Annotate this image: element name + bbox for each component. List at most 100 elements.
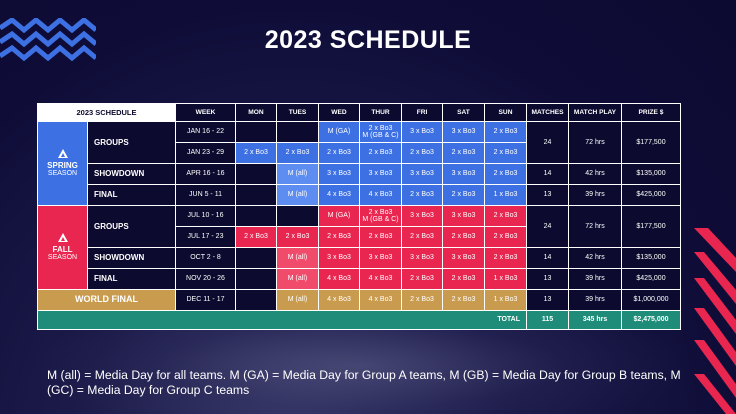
week-cell: NOV 20 - 26	[175, 268, 236, 290]
day-cell: 2 x Bo3	[401, 268, 443, 290]
table-row: FINAL JUN 5 - 11 M (all) 4 x Bo3 4 x Bo3…	[38, 184, 681, 206]
day-cell: 1 x Bo3	[484, 289, 527, 311]
matches-cell: 24	[526, 205, 569, 248]
match-play-cell: 42 hrs	[568, 163, 622, 185]
day-cell: M (all)	[276, 184, 319, 206]
header-fri: FRI	[401, 103, 443, 122]
prize-cell: $425,000	[621, 268, 681, 290]
header-row: 2023 SCHEDULE WEEK MON TUES WED THUR FRI…	[37, 103, 681, 122]
header-mon: MON	[235, 103, 277, 122]
day-cell: 2 x Bo3 M (GB & C)	[359, 121, 402, 143]
match-play-cell: 39 hrs	[568, 268, 622, 290]
day-cell: 2 x Bo3	[318, 226, 360, 248]
day-cell: 3 x Bo3	[401, 205, 443, 227]
matches-cell: 13	[526, 289, 569, 311]
footnote: M (all) = Media Day for all teams. M (GA…	[47, 368, 681, 397]
total-row: TOTAL 115 345 hrs $2,475,000	[37, 310, 681, 330]
matches-cell: 14	[526, 247, 569, 269]
table-row: FALL SEASON GROUPS JUL 10 - 16 M (GA) 2 …	[37, 205, 681, 290]
header-week: WEEK	[175, 103, 236, 122]
week-cell: JAN 16 - 22	[175, 121, 236, 143]
day-cell: 2 x Bo3	[484, 142, 527, 164]
day-cell: 2 x Bo3	[401, 184, 443, 206]
day-cell: 4 x Bo3	[359, 289, 402, 311]
day-cell: 2 x Bo3	[235, 142, 277, 164]
table-row: SHOWDOWN APR 16 - 16 M (all) 3 x Bo3 3 x…	[38, 163, 681, 185]
league-logo-icon	[57, 149, 68, 158]
season-name: FALL	[52, 245, 73, 254]
week-cell: JUN 5 - 11	[175, 184, 236, 206]
table-row: SHOWDOWN OCT 2 - 8 M (all) 3 x Bo3 3 x B…	[38, 247, 681, 269]
day-cell	[235, 289, 277, 311]
day-cell	[235, 205, 277, 227]
week-cell: JUL 10 - 16	[175, 205, 236, 227]
day-cell: 4 x Bo3	[318, 184, 360, 206]
day-cell	[235, 163, 277, 185]
header-wed: WED	[318, 103, 360, 122]
week-cell: JAN 23 - 29	[175, 142, 236, 164]
day-cell: M (GA)	[318, 205, 360, 227]
match-play-cell: 72 hrs	[568, 121, 622, 164]
day-cell: 2 x Bo3	[442, 268, 485, 290]
stage-label: GROUPS	[87, 121, 176, 164]
day-cell: 2 x Bo3	[276, 226, 319, 248]
matches-cell: 13	[526, 184, 569, 206]
season-cell-spring: SPRING SEASON	[37, 121, 88, 206]
day-cell: M (all)	[276, 289, 319, 311]
match-play-cell: 72 hrs	[568, 205, 622, 248]
matches-cell: 14	[526, 163, 569, 185]
match-play-cell: 42 hrs	[568, 247, 622, 269]
league-logo-icon	[57, 233, 68, 242]
week-cell: JUL 17 - 23	[175, 226, 236, 248]
day-cell: 3 x Bo3	[442, 121, 485, 143]
total-matches: 115	[526, 310, 569, 330]
page-title: 2023 SCHEDULE	[264, 26, 472, 54]
week-cell: DEC 11 - 17	[175, 289, 236, 311]
prize-cell: $135,000	[621, 163, 681, 185]
day-cell: 4 x Bo3	[359, 184, 402, 206]
day-cell: 2 x Bo3	[235, 226, 277, 248]
stage-label: GROUPS	[87, 205, 176, 248]
prize-cell: $1,000,000	[621, 289, 681, 311]
match-play-cell: 39 hrs	[568, 184, 622, 206]
header-prize: PRIZE $	[621, 103, 681, 122]
day-cell: 2 x Bo3	[442, 289, 485, 311]
day-cell: 3 x Bo3	[442, 247, 485, 269]
season-word: SEASON	[47, 254, 78, 261]
header-sat: SAT	[442, 103, 485, 122]
day-cell: 3 x Bo3	[359, 163, 402, 185]
day-cell: 3 x Bo3	[318, 247, 360, 269]
week-cell: OCT 2 - 8	[175, 247, 236, 269]
day-cell: M (all)	[276, 247, 319, 269]
day-cell: 3 x Bo3	[318, 163, 360, 185]
header-corner: 2023 SCHEDULE	[37, 103, 176, 122]
day-cell	[235, 121, 277, 143]
day-cell: 2 x Bo3	[401, 226, 443, 248]
header-matches: MATCHES	[526, 103, 569, 122]
header-thur: THUR	[359, 103, 402, 122]
week-cell: APR 16 - 16	[175, 163, 236, 185]
day-cell: 2 x Bo3	[484, 121, 527, 143]
day-cell	[235, 247, 277, 269]
season-cell-fall: FALL SEASON	[37, 205, 88, 290]
day-cell: 2 x Bo3	[318, 142, 360, 164]
day-cell: 2 x Bo3	[442, 184, 485, 206]
stage-label: SHOWDOWN	[87, 247, 176, 269]
table-row: SPRING SEASON GROUPS JAN 16 - 22 M (GA) …	[37, 121, 681, 206]
day-cell	[235, 184, 277, 206]
day-cell: 2 x Bo3	[359, 226, 402, 248]
header-sun: SUN	[484, 103, 527, 122]
day-cell: 3 x Bo3	[401, 163, 443, 185]
total-match-play: 345 hrs	[568, 310, 622, 330]
schedule-table: 2023 SCHEDULE WEEK MON TUES WED THUR FRI…	[37, 103, 681, 330]
stage-label: SHOWDOWN	[87, 163, 176, 185]
stage-label: FINAL	[87, 268, 176, 290]
day-cell: 2 x Bo3	[276, 142, 319, 164]
day-cell: 1 x Bo3	[484, 184, 527, 206]
day-cell: 4 x Bo3	[318, 289, 360, 311]
day-cell: 2 x Bo3	[484, 205, 527, 227]
day-cell: M (all)	[276, 163, 319, 185]
day-cell	[276, 205, 319, 227]
matches-cell: 24	[526, 121, 569, 164]
day-cell: 2 x Bo3	[484, 247, 527, 269]
